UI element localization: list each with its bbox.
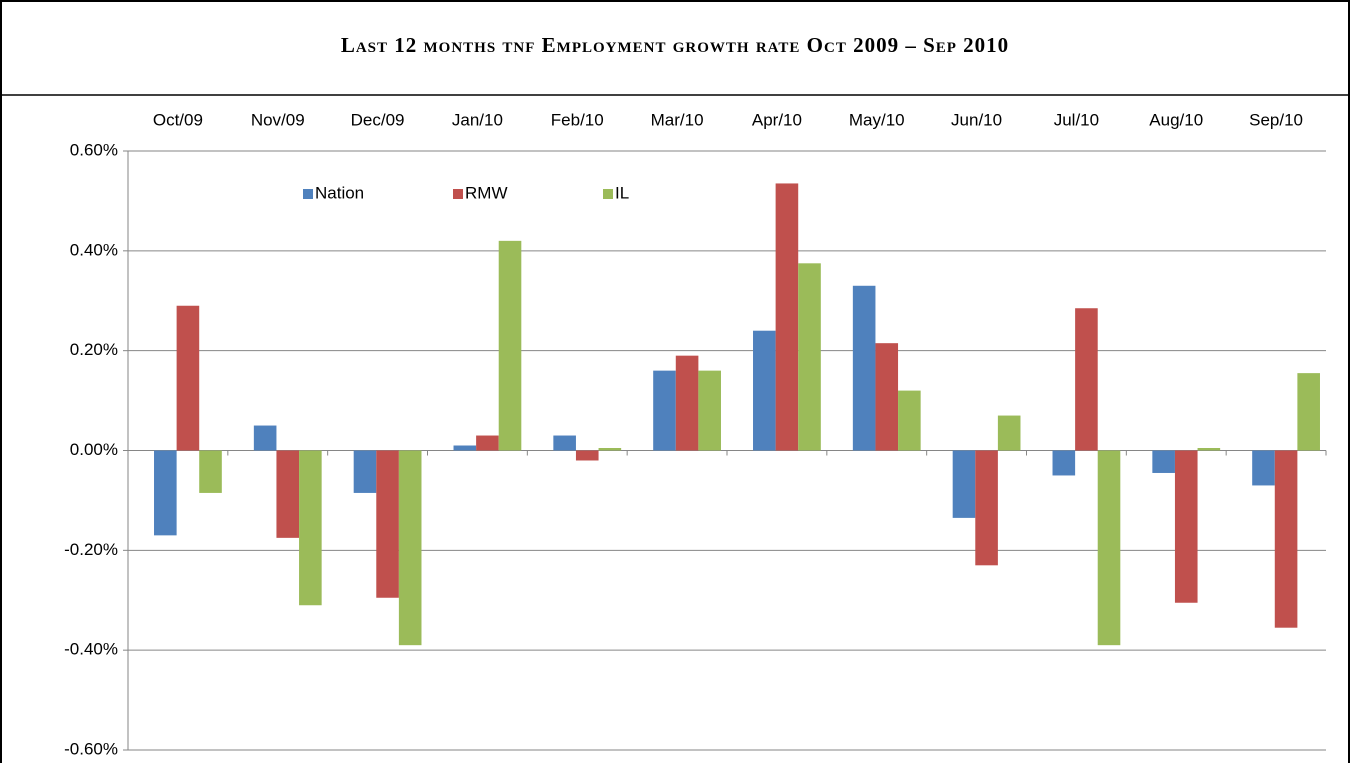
bar bbox=[898, 390, 921, 451]
x-tick-label: Nov/09 bbox=[251, 110, 305, 129]
bar bbox=[675, 355, 699, 451]
legend-label: Nation bbox=[315, 183, 364, 202]
bar bbox=[775, 183, 799, 451]
bar bbox=[1252, 450, 1275, 486]
legend-label: RMW bbox=[465, 183, 507, 202]
x-tick-label: Oct/09 bbox=[153, 110, 203, 129]
bar bbox=[498, 240, 522, 451]
legend-swatch bbox=[453, 189, 463, 199]
x-tick-label: Mar/10 bbox=[651, 110, 704, 129]
bar bbox=[253, 425, 277, 451]
bar bbox=[154, 450, 177, 536]
x-tick-label: Feb/10 bbox=[551, 110, 604, 129]
y-tick-label: -0.20% bbox=[64, 540, 118, 559]
bar bbox=[575, 450, 599, 461]
legend-swatch bbox=[303, 189, 313, 199]
bar bbox=[553, 435, 576, 451]
y-tick-label: 0.00% bbox=[70, 440, 118, 459]
bar bbox=[199, 450, 222, 493]
y-tick-label: -0.40% bbox=[64, 640, 118, 659]
bar bbox=[1274, 450, 1298, 628]
x-tick-label: Apr/10 bbox=[752, 110, 802, 129]
bar bbox=[299, 450, 322, 606]
x-tick-label: Dec/09 bbox=[351, 110, 405, 129]
y-tick-label: 0.60% bbox=[70, 140, 118, 159]
bar bbox=[353, 450, 377, 493]
bar bbox=[1152, 450, 1175, 473]
bar bbox=[1197, 448, 1221, 451]
bar bbox=[453, 445, 477, 451]
legend-label: IL bbox=[615, 183, 629, 202]
bar bbox=[1075, 308, 1098, 451]
bar bbox=[852, 285, 876, 451]
x-tick-label: Jun/10 bbox=[951, 110, 1002, 129]
x-tick-label: Aug/10 bbox=[1149, 110, 1203, 129]
bar bbox=[997, 415, 1021, 451]
bar bbox=[176, 305, 200, 451]
y-tick-label: 0.20% bbox=[70, 340, 118, 359]
bar bbox=[398, 450, 422, 646]
x-tick-label: Jul/10 bbox=[1054, 110, 1099, 129]
x-tick-label: May/10 bbox=[849, 110, 905, 129]
bar bbox=[753, 330, 776, 451]
bar bbox=[598, 448, 622, 451]
bar bbox=[1097, 450, 1121, 646]
bar bbox=[952, 450, 976, 518]
bar bbox=[376, 450, 399, 598]
bar bbox=[1174, 450, 1198, 603]
bar bbox=[698, 370, 721, 451]
bar bbox=[476, 435, 499, 451]
bar bbox=[875, 343, 899, 451]
y-tick-label: 0.40% bbox=[70, 240, 118, 259]
y-tick-label: -0.60% bbox=[64, 739, 118, 758]
bar bbox=[1297, 373, 1320, 451]
bar bbox=[276, 450, 300, 538]
bar bbox=[1052, 450, 1076, 476]
x-tick-label: Jan/10 bbox=[452, 110, 503, 129]
bar bbox=[653, 370, 676, 451]
bar bbox=[975, 450, 998, 566]
chart-title: Last 12 months tnf Employment growth rat… bbox=[341, 33, 1009, 57]
x-tick-label: Sep/10 bbox=[1249, 110, 1303, 129]
bar bbox=[798, 263, 821, 451]
legend-swatch bbox=[603, 189, 613, 199]
